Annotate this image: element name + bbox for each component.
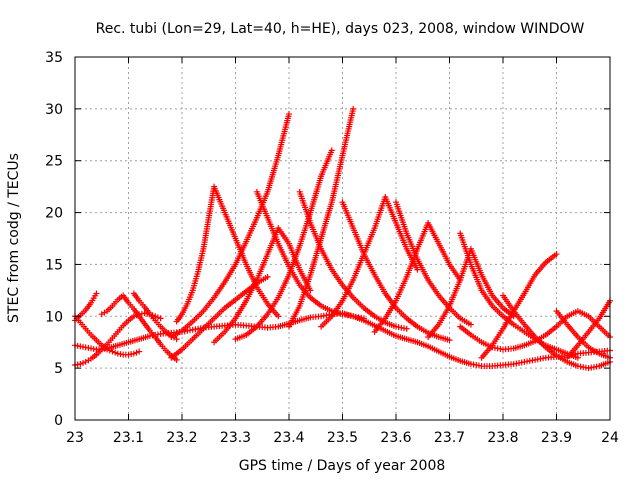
y-tick-label: 10 — [45, 309, 63, 325]
x-axis-label: GPS time / Days of year 2008 — [239, 458, 446, 474]
y-tick-label: 15 — [45, 257, 63, 273]
x-tick-label: 23.7 — [434, 430, 465, 446]
data-point — [80, 359, 87, 366]
data-point — [130, 350, 137, 357]
y-tick-label: 20 — [45, 206, 63, 222]
x-tick-label: 23.3 — [220, 430, 251, 446]
x-tick-label: 23.9 — [541, 430, 572, 446]
data-point — [112, 349, 119, 356]
y-tick-label: 30 — [45, 102, 63, 118]
y-tick-labels: 0 5 10 15 20 25 30 35 — [45, 50, 63, 429]
y-tick-label: 35 — [45, 50, 63, 66]
data-point — [77, 360, 84, 367]
data-point — [574, 354, 581, 361]
data-point — [136, 348, 143, 355]
data-point — [106, 347, 113, 354]
x-tick-label: 24 — [601, 430, 619, 446]
data-point — [149, 312, 156, 319]
data-point — [109, 348, 116, 355]
data-point — [360, 315, 367, 322]
x-tick-labels: 23 23.1 23.2 23.3 23.4 23.5 23.6 23.7 23.8 23.9 24 — [66, 430, 619, 446]
data-point — [173, 356, 180, 363]
data-point — [328, 147, 335, 154]
data-point — [93, 290, 100, 297]
data-point — [414, 266, 421, 273]
data-point — [286, 111, 292, 118]
data-point — [157, 315, 164, 322]
y-tick-label: 5 — [54, 361, 63, 377]
data-point — [173, 336, 180, 343]
data-point — [403, 325, 410, 332]
data-point — [154, 314, 161, 321]
data-point — [275, 313, 282, 320]
data-point — [307, 287, 314, 294]
y-tick-label: 0 — [54, 413, 63, 429]
x-tick-label: 23.2 — [166, 430, 197, 446]
data-point — [446, 337, 453, 344]
axis-ticks — [74, 56, 611, 421]
data-point — [467, 321, 474, 328]
x-tick-label: 23.4 — [273, 430, 304, 446]
x-tick-label: 23.6 — [380, 430, 411, 446]
data-points — [72, 105, 613, 372]
grid-lines — [75, 57, 610, 420]
y-axis-label: STEC from codg / TECUs — [6, 153, 22, 323]
x-tick-label: 23 — [66, 430, 84, 446]
x-tick-label: 23.5 — [327, 430, 358, 446]
chart-title: Rec. tubi (Lon=29, Lat=40, h=HE), days 0… — [96, 21, 585, 37]
data-point — [350, 105, 357, 112]
y-tick-label: 25 — [45, 154, 63, 170]
data-point — [264, 273, 271, 280]
x-tick-label: 23.1 — [113, 430, 144, 446]
x-tick-label: 23.8 — [487, 430, 518, 446]
data-point — [104, 346, 111, 353]
data-point — [133, 349, 140, 356]
data-point — [130, 313, 137, 320]
data-point — [553, 251, 560, 258]
